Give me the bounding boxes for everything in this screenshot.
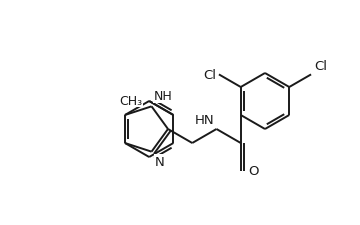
Text: HN: HN bbox=[195, 113, 215, 126]
Text: Cl: Cl bbox=[314, 60, 327, 73]
Text: NH: NH bbox=[154, 90, 172, 103]
Text: O: O bbox=[249, 165, 259, 178]
Text: CH₃: CH₃ bbox=[119, 94, 142, 107]
Text: Cl: Cl bbox=[203, 69, 216, 81]
Text: N: N bbox=[154, 155, 164, 168]
